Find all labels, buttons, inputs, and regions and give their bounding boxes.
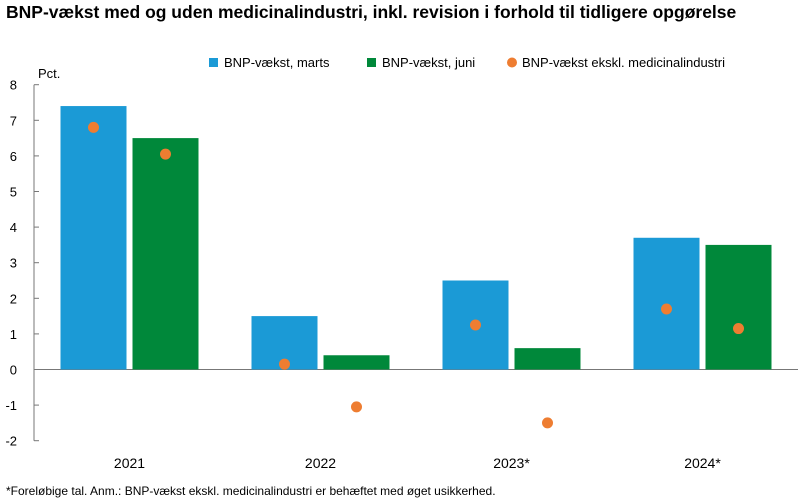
dot-marts — [470, 319, 481, 331]
dot-juni — [160, 148, 171, 160]
y-tick-label: 5 — [10, 185, 17, 200]
bar-juni — [323, 355, 390, 370]
x-tick-label: 2024* — [684, 455, 721, 471]
y-tick-label: -1 — [5, 398, 17, 413]
dot-marts — [661, 303, 672, 315]
dot-marts — [279, 358, 290, 370]
bar-juni — [514, 348, 581, 370]
legend-swatch — [367, 58, 376, 67]
legend-label: BNP-vækst ekskl. medicinalindustri — [522, 55, 725, 70]
legend-label: BNP-vækst, marts — [224, 55, 330, 70]
dot-marts — [88, 121, 99, 133]
y-tick-label: 0 — [10, 363, 17, 378]
chart-title: BNP-vækst med og uden medicinalindustri,… — [6, 2, 737, 22]
dot-juni — [351, 401, 362, 413]
dot-juni — [542, 417, 553, 429]
x-tick-label: 2022 — [305, 455, 336, 471]
dot-series — [88, 121, 744, 429]
footnote: *Foreløbige tal. Anm.: BNP-vækst ekskl. … — [6, 484, 496, 498]
bar-juni — [705, 244, 772, 370]
y-tick-label: 7 — [10, 113, 17, 128]
dot-juni — [733, 323, 744, 335]
y-tick-label: 1 — [10, 327, 17, 342]
x-tick-label: 2021 — [114, 455, 145, 471]
y-tick-label: -2 — [5, 434, 17, 449]
y-tick-label: 2 — [10, 291, 17, 306]
y-tick-label: 4 — [10, 220, 17, 235]
y-axis-title: Pct. — [38, 66, 60, 81]
legend-swatch — [209, 58, 218, 67]
y-tick-label: 3 — [10, 256, 17, 271]
legend-label: BNP-vækst, juni — [382, 55, 475, 70]
x-tick-label: 2023* — [493, 455, 530, 471]
y-tick-label: 6 — [10, 149, 17, 164]
y-tick-label: 8 — [10, 78, 17, 93]
bar-marts — [60, 106, 127, 370]
legend-swatch — [507, 57, 517, 68]
bar-series — [60, 106, 772, 370]
bar-juni — [132, 138, 199, 370]
x-axis: 2021 2022 2023* 2024* — [114, 455, 721, 471]
legend: BNP-vækst, marts BNP-vækst, juni BNP-vækst… — [209, 55, 725, 70]
